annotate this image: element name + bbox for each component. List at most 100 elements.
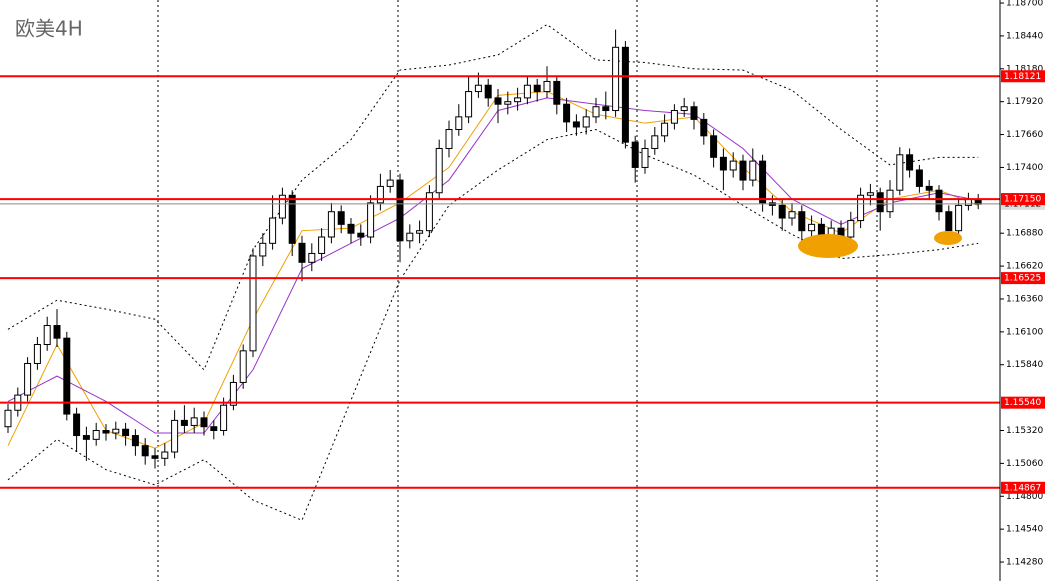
candle-body: [239, 350, 247, 383]
candle-body: [465, 91, 473, 118]
candle-body: [925, 185, 933, 191]
candle-body: [337, 211, 345, 225]
candle-body: [553, 80, 561, 105]
candle-body: [955, 204, 963, 232]
highlight: [934, 231, 962, 245]
candle-body: [749, 160, 757, 181]
candle-body: [778, 204, 786, 219]
candle-body: [729, 160, 737, 171]
candle-body: [53, 325, 61, 339]
candle-body: [906, 154, 914, 171]
candle-body: [670, 110, 678, 124]
candle-body: [386, 179, 394, 187]
candle-body: [122, 428, 130, 437]
candle-body: [82, 435, 90, 440]
chart-title: 欧美4H: [15, 17, 83, 41]
candle-body: [563, 103, 571, 123]
y-tick-label: 1.17400: [1006, 163, 1043, 173]
candle-body: [759, 160, 767, 204]
level-box: [1001, 396, 1045, 409]
candle-body: [543, 80, 551, 93]
candle-body: [406, 232, 414, 242]
candle-body: [602, 106, 610, 112]
candle-body: [798, 211, 806, 232]
candle-body: [24, 362, 32, 396]
candle-body: [376, 185, 384, 204]
y-tick-label: 1.15320: [1006, 426, 1043, 436]
y-tick-label: 1.18180: [1006, 64, 1043, 74]
candle-body: [200, 417, 208, 428]
candle-body: [141, 445, 149, 457]
level-box: [1001, 481, 1045, 494]
y-tick-label: 1.18440: [1006, 31, 1043, 41]
plot: [0, 23, 1000, 521]
candle-body: [484, 84, 492, 99]
candle-body: [915, 169, 923, 187]
candle-body: [719, 156, 727, 171]
y-tick-label: 1.16880: [1006, 229, 1043, 239]
axis-labels: 1.18700 1.18440 1.18180 1.17920 1.17660 1.174…: [1000, 0, 1045, 568]
candle-body: [288, 194, 296, 244]
candle-body: [866, 192, 874, 196]
candle-body: [308, 252, 316, 263]
candle-body: [190, 417, 198, 426]
candle-body: [278, 194, 286, 219]
candle-body: [935, 189, 943, 213]
candle-body: [514, 97, 522, 103]
candle-body: [582, 116, 590, 128]
level-label: 1.16525: [1004, 274, 1041, 284]
y-tick-label: 1.14800: [1006, 492, 1043, 502]
candle-body: [43, 325, 51, 346]
candle-body: [631, 141, 639, 168]
candle-body: [474, 84, 482, 93]
level-label: 1.17150: [1004, 195, 1041, 205]
level-label: 1.14867: [1004, 483, 1041, 493]
level-label: 1.15540: [1004, 398, 1041, 408]
candle-body: [641, 147, 649, 168]
candle-body: [327, 211, 335, 238]
candle-body: [700, 118, 708, 137]
candle-body: [367, 202, 375, 238]
y-tick-label: 1.17660: [1006, 130, 1043, 140]
candle-body: [445, 129, 453, 149]
candle-body: [592, 106, 600, 118]
y-tick-label: 1.16360: [1006, 294, 1043, 304]
candle-body: [739, 160, 747, 181]
y-tick-label: 1.14280: [1006, 558, 1043, 568]
candle-body: [4, 409, 12, 428]
candle-body: [171, 419, 179, 453]
candle-body: [945, 211, 953, 232]
candle-body: [229, 381, 237, 406]
level-box: [1001, 272, 1045, 285]
candle-body: [808, 223, 816, 232]
candle-body: [357, 232, 365, 238]
level-box: [1001, 70, 1045, 83]
candle-body: [621, 46, 629, 143]
candle-body: [690, 106, 698, 120]
candle-body: [161, 451, 169, 459]
candle-body: [435, 147, 443, 194]
highlight: [798, 234, 858, 258]
candle-body: [220, 404, 228, 432]
candle-body: [298, 242, 306, 263]
candle-body: [886, 189, 894, 213]
candle-body: [425, 192, 433, 232]
candle-body: [33, 344, 41, 364]
candle-body: [269, 217, 277, 244]
y-tick-label: 1.15060: [1006, 459, 1043, 469]
candle-body: [494, 97, 502, 105]
candle-body: [710, 135, 718, 158]
candle-body: [180, 419, 188, 426]
candle-body: [612, 46, 620, 112]
y-tick-label: 1.15840: [1006, 360, 1043, 370]
y-tick-label: 1.18700: [1006, 0, 1043, 9]
y-tick-label: 1.16100: [1006, 327, 1043, 337]
period-separators: [157, 0, 878, 581]
candle-body: [788, 211, 796, 219]
level-label: 1.18121: [1004, 72, 1041, 82]
y-tick-label: 1.17920: [1006, 97, 1043, 107]
candle-body: [151, 455, 159, 459]
candle-body: [680, 106, 688, 112]
candle-body: [847, 220, 855, 238]
